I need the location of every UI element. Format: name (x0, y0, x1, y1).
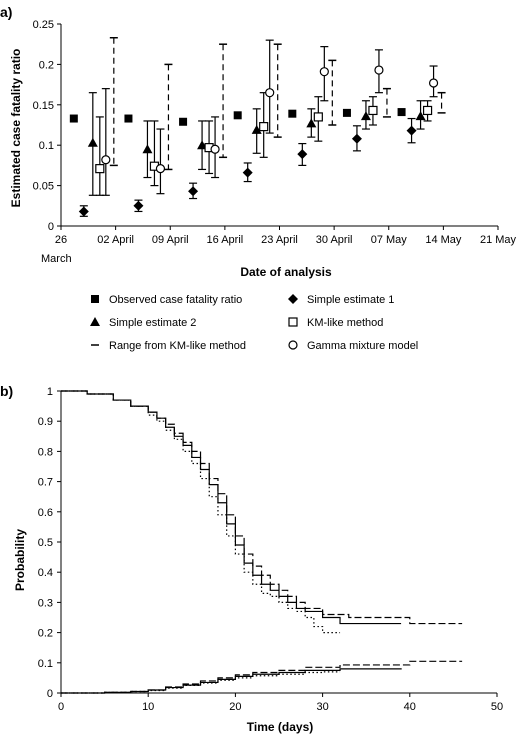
panel-b-line-dotted-2 (61, 390, 341, 634)
panel-b-y-tick-label: 0.3 (38, 597, 53, 609)
simple-estimate-1-point (188, 186, 199, 197)
simple-estimate-2-point (415, 111, 426, 121)
panel-a-y-tick-label: 0 (48, 221, 54, 233)
gamma-mixture-point (319, 67, 329, 77)
panel-a-y-ticks: 0 0.05 0.1 0.15 0.2 0.25 (33, 19, 61, 233)
panel-b-lines (61, 390, 463, 694)
panel-b-line-dashed-1 (61, 390, 463, 625)
observed-cfr-point (179, 117, 188, 126)
panel-b-y-tick-label: 0.1 (38, 658, 53, 670)
observed-cfr-point (342, 108, 351, 117)
panel-a-x-tick-label: 21 May (480, 234, 517, 246)
panel-b-y-axis-title: Probability (13, 529, 27, 591)
observed-cfr-point (397, 108, 406, 117)
panel-b-line-solid-0 (61, 390, 402, 625)
panel-b-x-tick-label: 20 (229, 701, 241, 713)
panel-b-label: b) (0, 383, 13, 399)
panel-a-marks (69, 36, 446, 217)
panel-a-x-tick-label: 30 April (316, 234, 353, 246)
panel-a-label: a) (0, 4, 12, 20)
simple-estimate-2-point (251, 124, 262, 134)
legend-marker-gamma (288, 340, 298, 350)
panel-b-y-tick-label: 0 (47, 688, 53, 700)
panel-b-x-tick-label: 40 (404, 701, 416, 713)
panel-b-y-tick-label: 0.8 (38, 446, 53, 458)
observed-cfr-point (69, 114, 78, 123)
panel-a-y-axis-title: Estimated case fatality ratio (9, 49, 23, 208)
km-like-point (313, 112, 323, 122)
simple-estimate-1-point (406, 125, 417, 136)
gamma-mixture-point (428, 78, 439, 88)
panel-b-y-tick-label: 0.9 (38, 416, 53, 428)
simple-estimate-1-point (133, 200, 144, 211)
panel-a-x-axis-title: Date of analysis (240, 265, 332, 279)
panel-b-x-ticks: 0 10 20 30 40 50 (58, 693, 503, 713)
panel-b-x-tick-label: 50 (491, 701, 503, 713)
legend-marker-simple1 (288, 294, 298, 304)
panel-a-x-tick-sublabel: March (41, 253, 72, 265)
gamma-mixture-point (210, 144, 220, 154)
km-like-point (95, 164, 105, 174)
panel-a-x-tick-label: 14 May (425, 234, 462, 246)
simple-estimate-1-point (297, 149, 308, 160)
gamma-mixture-point (155, 164, 166, 174)
panel-a-y-tick-label: 0.25 (33, 19, 54, 31)
km-like-point (422, 105, 433, 116)
panel-b-y-tick-label: 0.2 (38, 628, 53, 640)
panel-a-x-tick-label: 07 May (371, 234, 408, 246)
simple-estimate-1-point (78, 206, 89, 217)
gamma-mixture-point (265, 88, 275, 98)
simple-estimate-2-point (87, 137, 98, 147)
panel-a-y-tick-label: 0.05 (33, 181, 54, 193)
observed-cfr-point (233, 111, 242, 120)
observed-cfr-point (288, 109, 297, 118)
panel-a-x-tick-label: 02 April (97, 234, 134, 246)
panel-b-y-ticks: 0 0.1 0.2 0.3 0.4 0.5 0.6 0.7 0.8 0.9 1 (38, 386, 61, 700)
legend-label-simple2: Simple estimate 2 (109, 317, 196, 329)
panel-b-x-tick-label: 30 (316, 701, 328, 713)
gamma-mixture-point (374, 65, 384, 75)
legend-marker-simple2 (90, 317, 100, 326)
gamma-mixture-point (101, 155, 111, 165)
panel-b-y-tick-label: 1 (47, 386, 53, 398)
panel-b-y-tick-label: 0.7 (38, 477, 53, 489)
panel-b-x-axis-title: Time (days) (247, 720, 313, 734)
panel-a-legend: Observed case fatality ratio Simple estim… (90, 294, 418, 352)
panel-a-x-tick-label: 09 April (152, 234, 189, 246)
legend-label-observed: Observed case fatality ratio (109, 294, 242, 306)
legend-marker-km (288, 317, 298, 327)
panel-a-x-tick-label: 16 April (207, 234, 244, 246)
legend-marker-observed (91, 295, 99, 303)
panel-a-x-ticks: 26 02 April 09 April 16 April 23 April 30 Apr… (55, 226, 517, 246)
km-like-point (368, 105, 378, 116)
panel-a-y-tick-label: 0.15 (33, 100, 54, 112)
legend-label-range: Range from KM-like method (109, 340, 246, 352)
simple-estimate-2-point (142, 144, 153, 154)
panel-a-y-tick-label: 0.2 (39, 59, 54, 71)
panel-b-y-tick-label: 0.4 (38, 567, 53, 579)
panel-b: b) Probability Time (days) 0 0.1 0.2 0.3 0.4… (0, 383, 503, 734)
simple-estimate-2-point (360, 111, 371, 121)
panel-a-y-tick-label: 0.1 (39, 140, 54, 152)
panel-a-x-tick-label: 26 (55, 234, 67, 246)
panel-b-y-tick-label: 0.6 (38, 507, 53, 519)
panel-b-x-tick-label: 0 (58, 701, 64, 713)
panel-b-line-solid-3 (61, 668, 402, 694)
km-like-point (259, 122, 269, 132)
panel-a-x-tick-label: 23 April (261, 234, 298, 246)
legend-label-simple1: Simple estimate 1 (307, 294, 394, 306)
panel-b-x-tick-label: 10 (142, 701, 154, 713)
legend-label-gamma: Gamma mixture model (307, 340, 418, 352)
panel-b-y-tick-label: 0.5 (38, 537, 53, 549)
legend-label-km: KM-like method (307, 317, 383, 329)
observed-cfr-point (124, 114, 133, 123)
simple-estimate-1-point (242, 167, 253, 178)
simple-estimate-1-point (351, 133, 362, 144)
panel-a: a) Estimated case fatality ratio Date of… (0, 4, 517, 352)
panel-b-line-dashed-4 (61, 660, 463, 694)
simple-estimate-2-point (306, 118, 317, 128)
